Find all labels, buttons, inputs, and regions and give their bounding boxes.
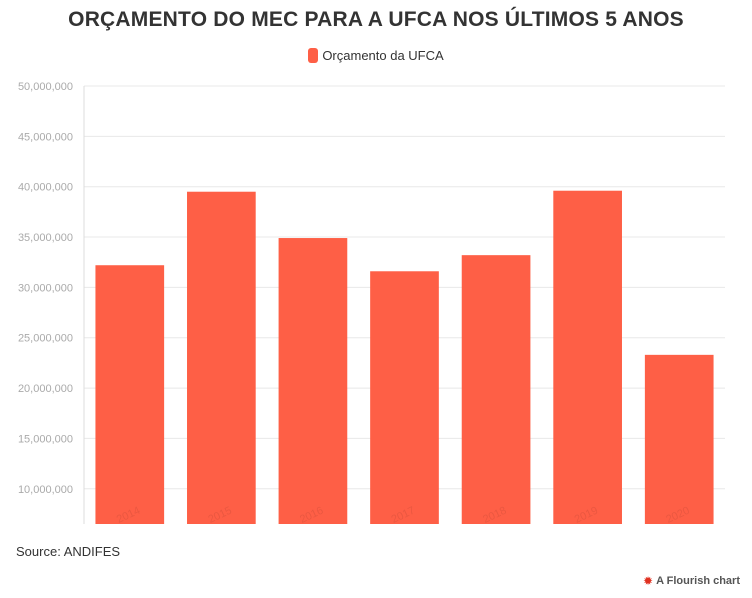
bar [461,255,531,524]
legend-swatch [308,48,319,63]
legend-label: Orçamento da UFCA [322,48,444,63]
legend: Orçamento da UFCA [0,48,752,63]
bar [278,238,348,524]
bar [187,191,256,525]
flourish-credit[interactable]: ✹ A Flourish chart [643,574,740,588]
y-tick-label: 10,000,000 [18,484,73,496]
credit-label: A Flourish chart [656,575,740,587]
bar [95,265,165,524]
bar [553,190,622,525]
bar [370,271,439,524]
bar [644,354,714,524]
y-tick-label: 15,000,000 [18,433,73,445]
y-tick-label: 35,000,000 [18,232,73,244]
y-tick-label: 50,000,000 [18,81,73,93]
chart-title: ORÇAMENTO DO MEC PARA A UFCA NOS ÚLTIMOS… [68,8,684,31]
flourish-logo-icon: ✹ [643,574,654,588]
source-note: Source: ANDIFES [16,544,121,559]
bar-chart: 10,000,000 15,000,000 20,000,000 25,000,000… [18,81,725,526]
y-tick-label: 25,000,000 [18,333,73,345]
y-tick-label: 40,000,000 [18,182,73,194]
y-tick-label: 30,000,000 [18,282,73,294]
y-tick-label: 20,000,000 [18,383,73,395]
y-tick-label: 45,000,000 [18,131,73,143]
